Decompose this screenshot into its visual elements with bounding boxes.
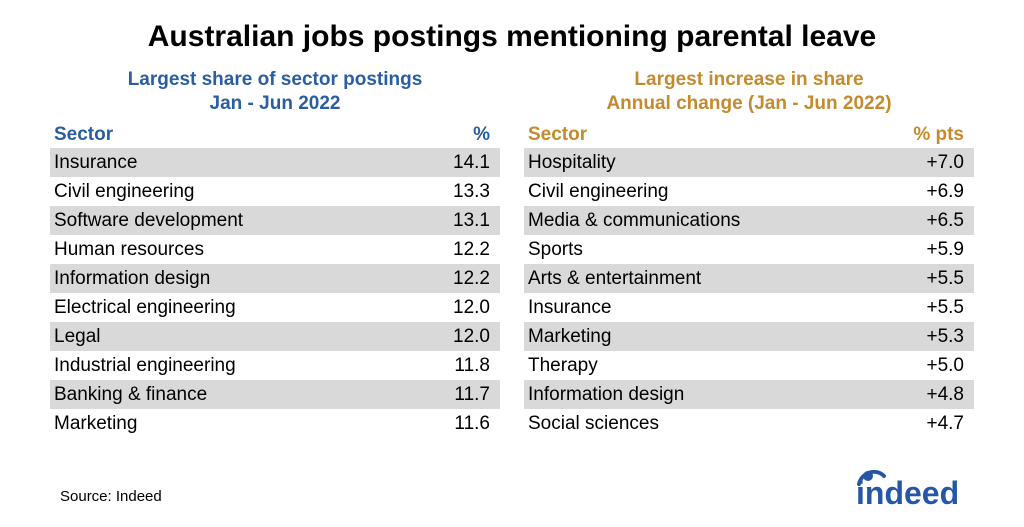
right-col1-head: Sector — [528, 124, 880, 146]
table-row: Banking & finance11.7 — [50, 380, 500, 409]
left-rows: Insurance14.1Civil engineering13.3Softwa… — [50, 148, 500, 438]
row-value: +5.5 — [880, 269, 970, 288]
table-row: Information design+4.8 — [524, 380, 974, 409]
row-sector: Insurance — [528, 298, 880, 317]
left-header-line2: Jan - Jun 2022 — [50, 92, 500, 116]
row-value: +6.9 — [880, 182, 970, 201]
table-row: Marketing11.6 — [50, 409, 500, 438]
row-sector: Social sciences — [528, 414, 880, 433]
row-sector: Legal — [54, 327, 406, 346]
row-value: 14.1 — [406, 153, 496, 172]
row-sector: Therapy — [528, 356, 880, 375]
table-row: Civil engineering+6.9 — [524, 177, 974, 206]
left-table-header: Largest share of sector postings Jan - J… — [50, 68, 500, 116]
left-col2-head: % — [406, 124, 496, 146]
row-sector: Marketing — [528, 327, 880, 346]
table-row: Industrial engineering11.8 — [50, 351, 500, 380]
right-table-header: Largest increase in share Annual change … — [524, 68, 974, 116]
table-row: Information design12.2 — [50, 264, 500, 293]
right-header-line2: Annual change (Jan - Jun 2022) — [524, 92, 974, 116]
table-row: Electrical engineering12.0 — [50, 293, 500, 322]
right-col2-head: % pts — [880, 124, 970, 146]
tables-wrap: Largest share of sector postings Jan - J… — [50, 68, 974, 438]
row-value: +7.0 — [880, 153, 970, 172]
table-row: Marketing+5.3 — [524, 322, 974, 351]
svg-text:indeed: indeed — [856, 475, 959, 510]
table-row: Civil engineering13.3 — [50, 177, 500, 206]
row-sector: Arts & entertainment — [528, 269, 880, 288]
row-sector: Human resources — [54, 240, 406, 259]
left-header-line1: Largest share of sector postings — [50, 68, 500, 92]
table-row: Media & communications+6.5 — [524, 206, 974, 235]
right-table: Largest increase in share Annual change … — [524, 68, 974, 438]
left-column-heads: Sector % — [50, 122, 500, 148]
table-row: Software development13.1 — [50, 206, 500, 235]
row-value: +5.0 — [880, 356, 970, 375]
row-sector: Marketing — [54, 414, 406, 433]
left-table: Largest share of sector postings Jan - J… — [50, 68, 500, 438]
row-value: +6.5 — [880, 211, 970, 230]
chart-container: Australian jobs postings mentioning pare… — [0, 0, 1024, 438]
page-title: Australian jobs postings mentioning pare… — [50, 20, 974, 54]
table-row: Sports+5.9 — [524, 235, 974, 264]
right-column-heads: Sector % pts — [524, 122, 974, 148]
table-row: Hospitality+7.0 — [524, 148, 974, 177]
row-sector: Civil engineering — [54, 182, 406, 201]
right-rows: Hospitality+7.0Civil engineering+6.9Medi… — [524, 148, 974, 438]
row-value: 12.0 — [406, 327, 496, 346]
row-sector: Hospitality — [528, 153, 880, 172]
row-value: +5.3 — [880, 327, 970, 346]
table-row: Insurance+5.5 — [524, 293, 974, 322]
table-row: Insurance14.1 — [50, 148, 500, 177]
indeed-logo: indeed — [856, 466, 986, 515]
row-sector: Banking & finance — [54, 385, 406, 404]
source-text: Source: Indeed — [60, 488, 162, 505]
row-sector: Electrical engineering — [54, 298, 406, 317]
row-sector: Software development — [54, 211, 406, 230]
row-sector: Information design — [528, 385, 880, 404]
table-row: Therapy+5.0 — [524, 351, 974, 380]
row-value: 11.8 — [406, 356, 496, 375]
table-row: Human resources12.2 — [50, 235, 500, 264]
row-value: +5.9 — [880, 240, 970, 259]
right-header-line1: Largest increase in share — [524, 68, 974, 92]
row-value: +4.7 — [880, 414, 970, 433]
table-row: Social sciences+4.7 — [524, 409, 974, 438]
row-value: +4.8 — [880, 385, 970, 404]
row-value: 11.6 — [406, 414, 496, 433]
row-value: 12.2 — [406, 269, 496, 288]
row-value: +5.5 — [880, 298, 970, 317]
row-sector: Civil engineering — [528, 182, 880, 201]
row-value: 13.3 — [406, 182, 496, 201]
row-value: 12.2 — [406, 240, 496, 259]
table-row: Legal12.0 — [50, 322, 500, 351]
row-sector: Media & communications — [528, 211, 880, 230]
row-value: 12.0 — [406, 298, 496, 317]
row-value: 11.7 — [406, 385, 496, 404]
table-row: Arts & entertainment+5.5 — [524, 264, 974, 293]
row-sector: Insurance — [54, 153, 406, 172]
row-sector: Information design — [54, 269, 406, 288]
left-col1-head: Sector — [54, 124, 406, 146]
row-sector: Industrial engineering — [54, 356, 406, 375]
row-sector: Sports — [528, 240, 880, 259]
row-value: 13.1 — [406, 211, 496, 230]
